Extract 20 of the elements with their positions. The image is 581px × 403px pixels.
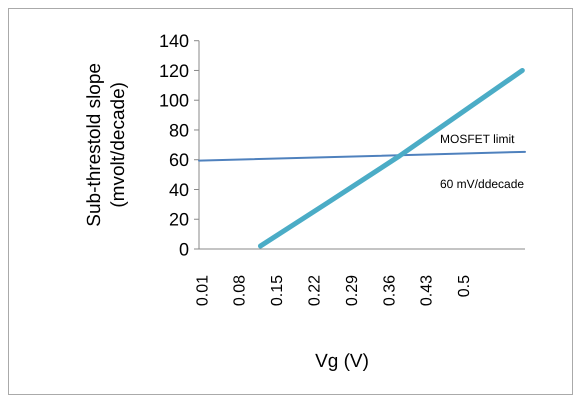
- y-tick-label: 100: [158, 90, 189, 111]
- y-tick-label: 40: [168, 180, 189, 200]
- y-tick-label: 140: [158, 31, 189, 51]
- y-tick-label: 120: [158, 60, 189, 81]
- x-tick-label: 0.29: [344, 274, 361, 306]
- x-tick-label: 0.36: [381, 274, 398, 306]
- x-tick-label: 0.15: [269, 274, 286, 306]
- y-tick-label: 0: [178, 239, 189, 260]
- x-tick-label: 0.43: [418, 274, 436, 306]
- x-tick-label: 0.5: [456, 274, 474, 298]
- x-axis-title: Vg (V): [315, 351, 369, 372]
- x-tick-label: 0.22: [306, 274, 324, 306]
- annotation: 60 mV/ddecade: [440, 177, 524, 191]
- annotation: MOSFET limit: [440, 132, 516, 146]
- x-tick-label: 0.01: [194, 274, 212, 306]
- y-axis-title: Sub-threstold slope (mvolt/decade): [84, 62, 129, 227]
- x-tick-label: 0.08: [232, 274, 249, 306]
- y-tick-label: 20: [168, 210, 189, 230]
- y-tick-label: 80: [168, 120, 189, 140]
- y-tick-label: 60: [168, 150, 189, 170]
